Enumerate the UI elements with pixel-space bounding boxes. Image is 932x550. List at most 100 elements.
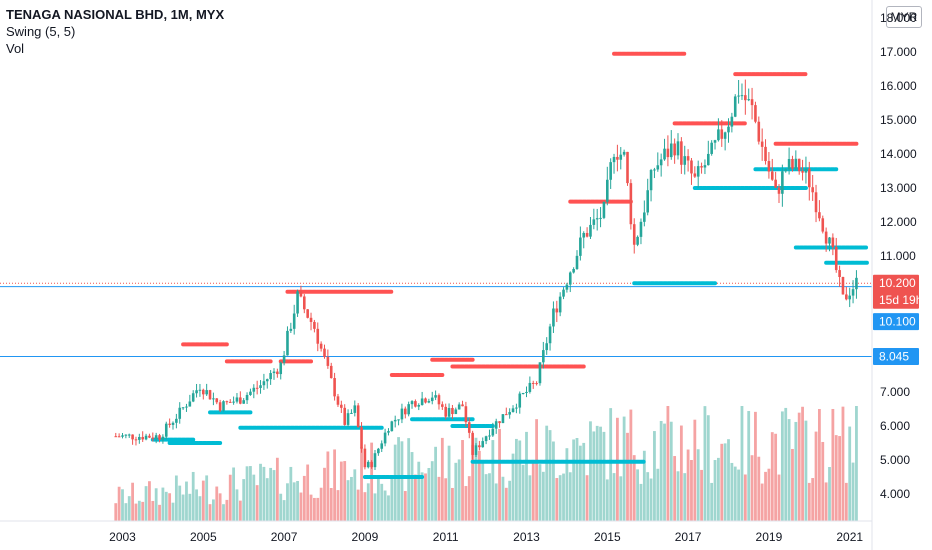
volume-bar [440, 437, 444, 521]
volume-bar [168, 493, 172, 521]
candle-body [804, 168, 808, 173]
candle-body [121, 435, 124, 437]
candle-body [360, 427, 363, 449]
candle-body [168, 423, 171, 425]
volume-bar [599, 426, 602, 521]
candle-body [191, 393, 195, 402]
candle-body [319, 343, 323, 349]
volume-bar [158, 504, 161, 521]
time-axis[interactable]: 2003 2005 2007 2009 2011 2013 2015 2017 2019 2021 [109, 530, 863, 544]
candle-body [131, 434, 134, 440]
swing-indicator-label[interactable]: Swing (5, 5) [6, 24, 76, 39]
volume-bar [602, 431, 606, 521]
candle-body [589, 224, 592, 237]
volume-bar [558, 475, 562, 521]
candle-body [696, 166, 700, 177]
candle-body [531, 382, 535, 384]
candle-body [478, 445, 481, 448]
volume-bar [811, 478, 815, 521]
volume-bar [642, 450, 646, 521]
volume-bar [265, 478, 269, 521]
candle-body [356, 405, 360, 428]
candle-body [286, 330, 289, 356]
candle-body [198, 389, 202, 391]
candle-body [134, 439, 138, 441]
volume-bar [134, 503, 138, 521]
volume-bar [730, 462, 734, 521]
candle-body [535, 383, 538, 385]
volume-bar [417, 461, 421, 521]
volume-bar [548, 430, 552, 521]
volume-indicator-label[interactable]: Vol [6, 41, 25, 56]
volume-bar [713, 460, 717, 521]
volume-bar [154, 488, 158, 521]
volume-bar [824, 482, 828, 521]
volume-bar [376, 478, 380, 521]
volume-bar [764, 471, 767, 521]
currency-button[interactable]: MYR [886, 6, 922, 28]
price-labels: 10.200 15d 19h 10.100 8.045 [873, 274, 922, 365]
candle-body [350, 412, 353, 414]
candle-body [208, 390, 212, 400]
volume-bar [259, 463, 262, 521]
candle-body [851, 289, 855, 296]
candle-body [764, 146, 767, 162]
candle-body [565, 284, 569, 290]
volume-bar [410, 452, 414, 521]
volume-bar [848, 426, 852, 521]
volume-bar [754, 411, 757, 521]
candle-body [313, 321, 316, 329]
candle-body [117, 436, 121, 438]
candle-body [737, 95, 740, 97]
volume-bar [592, 431, 596, 521]
time-tick-label: 2007 [271, 530, 298, 544]
volume-bar [457, 459, 461, 521]
candle-body [562, 289, 565, 297]
chart-legend: TENAGA NASIONAL BHD, 1M, MYX Swing (5, 5… [6, 6, 224, 57]
volume-bar [390, 477, 394, 521]
volume-bar [595, 425, 599, 521]
volume-bar [797, 412, 801, 521]
volume-bar [373, 493, 377, 521]
candle-body [750, 99, 754, 106]
candle-body [595, 218, 599, 220]
volume-bar [212, 499, 215, 521]
candle-body [303, 296, 306, 310]
volume-bar [360, 447, 363, 521]
volume-bar [235, 489, 239, 521]
price-axis[interactable]: 4.0005.0006.0007.0008.0009.00010.00011.0… [880, 11, 917, 501]
candle-body [276, 371, 279, 375]
candle-body [228, 401, 232, 403]
volume-bar [552, 441, 555, 521]
candle-body [424, 398, 427, 403]
volume-bar [757, 456, 761, 521]
volume-bar [171, 502, 175, 521]
candle-body [582, 232, 586, 238]
candle-body [690, 160, 693, 174]
volume-bar [464, 486, 468, 521]
candle-body [646, 190, 649, 213]
candle-body [538, 362, 542, 384]
volume-bar [275, 457, 279, 521]
candle-body [528, 382, 532, 392]
volume-bar [525, 431, 528, 521]
candle-body [474, 445, 478, 455]
symbol-title[interactable]: TENAGA NASIONAL BHD, 1M, MYX [6, 7, 225, 22]
volume-bar [383, 490, 387, 521]
volume-bar [137, 500, 141, 521]
candle-body [619, 154, 623, 160]
candle-body [770, 171, 774, 180]
candle-body [767, 161, 771, 172]
candles [114, 79, 858, 470]
candle-body [636, 236, 639, 245]
candle-body [340, 404, 343, 408]
volume-bar [427, 467, 431, 521]
volume-bar [663, 423, 666, 521]
candle-body [329, 365, 333, 379]
candle-body [141, 436, 144, 440]
candle-body [171, 422, 175, 425]
volume-bar [208, 504, 212, 521]
volume-bar [302, 475, 306, 521]
candle-body [632, 224, 636, 245]
